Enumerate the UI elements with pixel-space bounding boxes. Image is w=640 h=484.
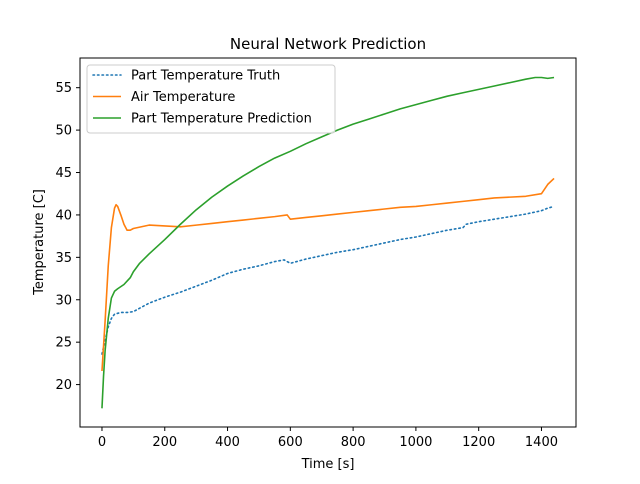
x-tick-label: 1000 <box>399 435 432 450</box>
x-tick-label: 0 <box>98 435 106 450</box>
x-tick-label: 400 <box>215 435 240 450</box>
x-tick-label: 800 <box>341 435 366 450</box>
series-line-3 <box>101 76 555 409</box>
y-axis-label: Temperature [C] <box>32 189 47 296</box>
y-tick-label: 30 <box>55 293 72 308</box>
legend-label-2: Air Temperature <box>131 90 235 105</box>
series-group <box>101 76 555 409</box>
y-tick-label: 25 <box>55 336 72 351</box>
y-tick-label: 55 <box>55 81 72 96</box>
y-tick-label: 20 <box>55 378 72 393</box>
legend-label-1: Part Temperature Truth <box>131 69 280 84</box>
legend-box <box>86 64 336 134</box>
legend-label-3: Part Temperature Prediction <box>131 112 312 127</box>
x-axis: 0 200 400 600 800 1000 1200 1400 <box>98 427 558 450</box>
x-axis-label: Time [s] <box>301 457 355 472</box>
y-tick-label: 50 <box>55 124 72 139</box>
y-axis: 20 25 30 35 40 45 50 55 <box>55 81 80 393</box>
y-tick-label: 40 <box>55 208 72 223</box>
x-tick-label: 200 <box>152 435 177 450</box>
axes-frame <box>79 57 577 428</box>
legend-entries: Part Temperature Truth Air Temperature Par… <box>92 69 312 127</box>
x-tick-label: 1400 <box>525 435 558 450</box>
legend: Part Temperature Truth Air Temperature Par… <box>86 64 336 134</box>
series-line-1 <box>101 205 555 355</box>
chart-title: Neural Network Prediction <box>230 35 426 53</box>
y-tick-label: 35 <box>55 251 72 266</box>
y-tick-label: 45 <box>55 166 72 181</box>
x-tick-label: 1200 <box>462 435 495 450</box>
x-tick-label: 600 <box>278 435 303 450</box>
series-line-2 <box>101 177 555 372</box>
